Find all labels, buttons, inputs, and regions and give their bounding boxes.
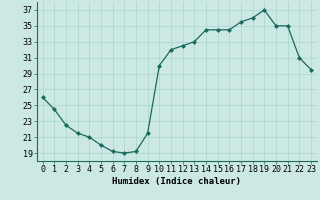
- X-axis label: Humidex (Indice chaleur): Humidex (Indice chaleur): [112, 177, 241, 186]
